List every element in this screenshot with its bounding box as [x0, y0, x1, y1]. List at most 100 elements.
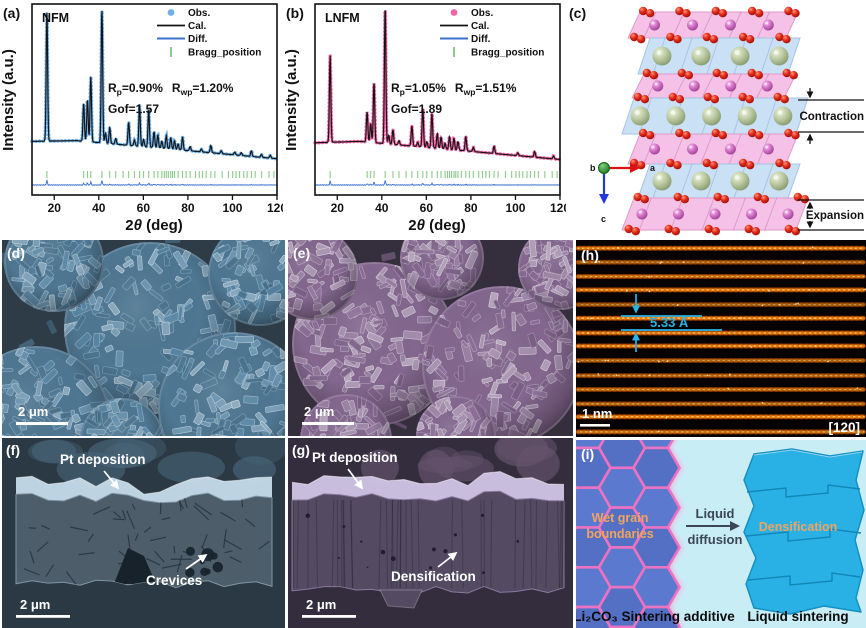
legend-diff-label: Diff.: [188, 34, 208, 45]
scalebar-label: 2 μm: [306, 597, 336, 612]
zone-axis-label: [120]: [828, 420, 860, 435]
axis-a-label: a: [650, 163, 656, 173]
x-tick-label: 100: [505, 201, 525, 215]
xrd-plot-lnfm: 20 40 60 80 100 120: [313, 9, 566, 215]
wet-grain-label-line2: boundaries: [586, 527, 653, 541]
legend-diff-label: Diff.: [471, 34, 491, 45]
legend-obs-marker-icon: [450, 9, 458, 16]
panel-a-label: (a): [3, 5, 20, 21]
panel-i-sintering-schematic: (i) Wet grain boundaries Liquid diffusio…: [576, 440, 866, 628]
particle: [400, 240, 484, 300]
sem-micrograph: [2, 240, 285, 436]
xrd-plot-nfm: 20 40 60 80 100 120: [30, 10, 283, 215]
x-axis-ticks: 20 40 60 80 100 120: [331, 195, 566, 215]
x-tick-label: 60: [137, 201, 151, 215]
crevices-label: Crevices: [146, 573, 202, 588]
plot-frame: [314, 3, 561, 196]
panel-d-sem-nfm: (d) 2 μm: [2, 240, 285, 436]
rp-rwp-text: Rp=1.05% Rwp=1.51%: [391, 81, 517, 97]
legend-cal-label: Cal.: [188, 21, 207, 32]
densification-label: Densification: [759, 520, 838, 534]
panel-f-label: (f): [6, 442, 20, 458]
cross-section-drawing: [288, 438, 573, 628]
bragg-ticks: [329, 171, 558, 178]
cal-trace: [32, 10, 277, 160]
scalebar-line: [16, 615, 70, 618]
y-axis-label: Intensity (a.u.): [0, 49, 17, 151]
particle: [158, 332, 285, 436]
wet-grain-label-line1: Wet grain: [592, 511, 649, 525]
d-spacing-annotation: 5.33 Å: [621, 294, 722, 352]
scalebar-label: 2 μm: [18, 404, 48, 419]
xrd-curves: [313, 9, 562, 162]
fit-statistics: Rp=1.05% Rwp=1.51% Gof=1.89: [391, 81, 517, 116]
axis-indicator: b a c: [590, 162, 656, 224]
panel-f-cross-section-nfm: (f) Pt deposition Crevices 2 μm: [2, 438, 285, 628]
cal-trace: [315, 10, 560, 161]
x-axis-label: 2θ (deg): [125, 217, 183, 234]
panel-g-label: (g): [292, 442, 310, 458]
sem-micrograph: [288, 240, 573, 436]
legend-cal-label: Cal.: [471, 21, 490, 32]
panel-d-label: (d): [7, 245, 25, 261]
diff-trace: [31, 179, 278, 187]
expansion-label: Expansion: [806, 210, 864, 222]
pt-deposition-label: Pt deposition: [312, 450, 398, 465]
caption-liquid-sintering: Liquid sintering: [747, 609, 848, 624]
layered-structure-drawing: [621, 6, 810, 236]
pt-deposition-label: Pt deposition: [60, 452, 146, 467]
panel-a-xrd-nfm: 20 40 60 80 100 120 (a) Intensity (a.u.) 2θ (…: [0, 3, 283, 234]
plot-frame: [31, 3, 278, 196]
scalebar-line: [580, 424, 610, 427]
d-spacing-value: 5.33 Å: [650, 315, 689, 330]
x-tick-label: 20: [48, 201, 62, 215]
panel-c-crystal-structure: (c) Contraction Expansion b a c: [569, 5, 864, 236]
cross-section-drawing: [2, 438, 285, 628]
panel-e-label: (e): [293, 245, 310, 261]
x-axis-label: 2θ (deg): [408, 217, 466, 234]
scalebar-label: 1 nm: [582, 406, 612, 421]
x-tick-label: 80: [464, 201, 478, 215]
x-axis-ticks: 20 40 60 80 100 120: [48, 195, 283, 215]
legend-obs-label: Obs.: [188, 8, 210, 19]
expansion-annotation: Expansion: [798, 199, 864, 231]
atoms: [624, 6, 810, 236]
particle: [4, 240, 104, 312]
particle: [518, 240, 573, 310]
densification-arrow-icon: [437, 551, 458, 568]
legend: Obs. Cal. Diff. Bragg_position: [157, 8, 261, 59]
liquid-label: Liquid: [696, 506, 735, 521]
y-axis-label: Intensity (a.u.): [283, 49, 300, 151]
x-tick-label: 20: [331, 201, 345, 215]
x-tick-label: 120: [550, 201, 566, 215]
gof-text: Gof=1.57: [108, 102, 159, 116]
x-tick-label: 40: [92, 201, 106, 215]
pt-deposition-arrow-icon: [103, 470, 120, 490]
sample-name: NFM: [42, 11, 69, 25]
sample-name: LNFM: [325, 11, 360, 25]
scalebar-label: 2 μm: [20, 597, 50, 612]
legend-obs-marker-icon: [167, 9, 175, 16]
panel-h-label: (h): [581, 247, 599, 263]
legend: Obs. Cal. Diff. Bragg_position: [440, 8, 544, 59]
diffusion-label: diffusion: [688, 532, 743, 547]
caption-sintering-additive: Li₂CO₃ Sintering additive: [576, 609, 735, 624]
panel-i-label: (i): [581, 446, 594, 462]
xrd-curves: [30, 10, 279, 161]
legend-bragg-label: Bragg_position: [471, 48, 544, 59]
x-tick-label: 40: [375, 201, 389, 215]
legend-bragg-label: Bragg_position: [188, 48, 261, 59]
particle: [416, 396, 496, 436]
pt-deposition-arrow-icon: [347, 468, 364, 490]
gof-text: Gof=1.89: [391, 102, 442, 116]
axis-b-sphere-icon: [598, 162, 610, 174]
scalebar-line: [302, 422, 354, 425]
particle: [2, 346, 110, 436]
legend-obs-label: Obs.: [471, 8, 493, 19]
diff-trace: [314, 180, 561, 186]
scalebar-label: 2 μm: [304, 404, 334, 419]
contraction-annotation: Contraction: [798, 88, 864, 144]
fit-statistics: Rp=0.90% Rwp=1.20% Gof=1.57: [108, 81, 234, 116]
hex-grains: [576, 440, 681, 628]
